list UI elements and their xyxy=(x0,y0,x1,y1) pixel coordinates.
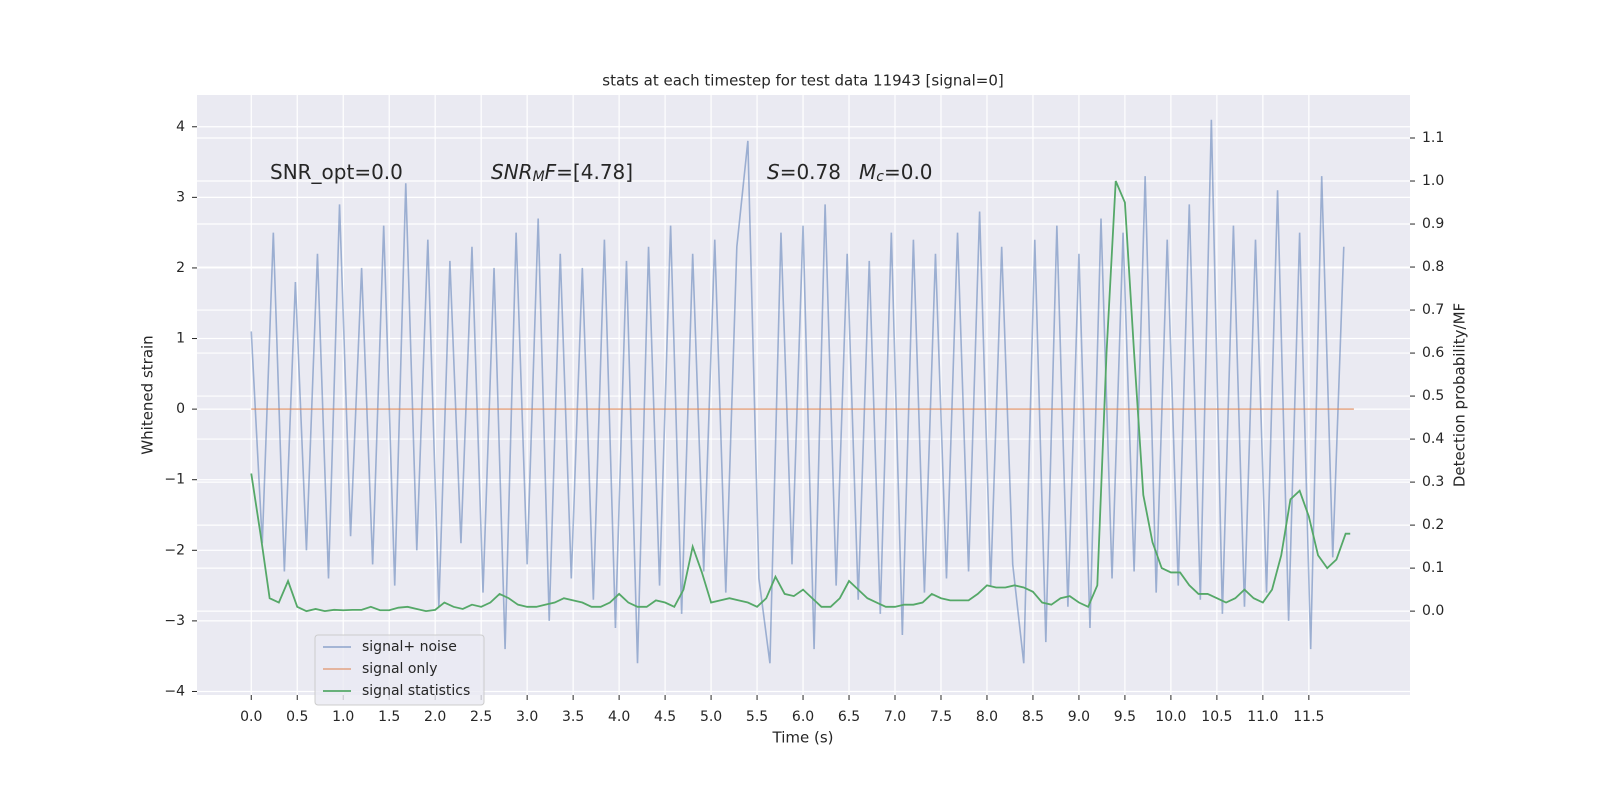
x-tick-label: 10.0 xyxy=(1155,709,1186,725)
x-tick-label: 6.0 xyxy=(792,709,814,725)
annotation-part: =0.0 xyxy=(884,160,933,184)
annotation: S=0.78 xyxy=(767,160,841,184)
x-tick-label: 1.0 xyxy=(332,709,354,725)
x-axis-label: Time (s) xyxy=(772,729,834,747)
y2-tick-label: 0.2 xyxy=(1422,517,1444,533)
x-tick-label: 9.5 xyxy=(1114,709,1136,725)
annotations: SNR_opt=0.0 SNRMF=[4.78] S=0.78 Mc=0.0 xyxy=(270,160,933,185)
y-tick-label: −2 xyxy=(164,542,185,558)
plot xyxy=(250,119,1354,664)
annotation: SNR_opt=0.0 xyxy=(270,160,403,184)
x-tick-label: 4.0 xyxy=(608,709,630,725)
annotation-part: M xyxy=(859,160,876,184)
legend-label: signal statistics xyxy=(362,683,470,699)
legend-label: signal+ noise xyxy=(362,639,457,655)
legend-label: signal only xyxy=(362,661,437,677)
y2-tick-label: 0.1 xyxy=(1422,560,1444,576)
annotation-part: =0.78 xyxy=(780,160,841,184)
x-tick-label: 5.5 xyxy=(746,709,768,725)
x-tick-label: 3.5 xyxy=(562,709,584,725)
x-tick-label: 7.5 xyxy=(930,709,952,725)
y2-tick-label: 0.7 xyxy=(1422,302,1444,318)
y2-tick-label: 0.4 xyxy=(1422,431,1444,447)
y-tick-label: 2 xyxy=(176,260,185,276)
x-tick-label: 10.5 xyxy=(1201,709,1232,725)
y-tick-label: −4 xyxy=(164,683,185,699)
legend-box xyxy=(314,634,485,706)
x-tick-label: 4.5 xyxy=(654,709,676,725)
x-tick-label: 9.0 xyxy=(1068,709,1090,725)
x-tick-label: 0.0 xyxy=(240,709,262,725)
x-tick-label: 1.5 xyxy=(378,709,400,725)
legend: signal+ noise signal only signal statistic… xyxy=(314,634,485,706)
y-tick-label: 3 xyxy=(176,189,185,205)
annotation: SNRMF=[4.78] xyxy=(491,160,633,185)
y2-tick-label: 0.6 xyxy=(1422,345,1444,361)
x-tick-label: 2.5 xyxy=(470,709,492,725)
chart-title: stats at each timestep for test data 119… xyxy=(602,72,1003,90)
annotation: Mc=0.0 xyxy=(859,160,933,185)
annotation-part: F xyxy=(545,160,557,184)
x-tick-label: 2.0 xyxy=(424,709,446,725)
series-line xyxy=(250,119,1345,664)
y-tick-label: 1 xyxy=(176,331,185,347)
x-tick-label: 6.5 xyxy=(838,709,860,725)
annotation-part: =[4.78] xyxy=(556,160,633,184)
x-tick-label: 5.0 xyxy=(700,709,722,725)
annotation-part: c xyxy=(876,169,884,185)
y2-tick-label: 0.0 xyxy=(1422,603,1444,619)
annotation-part: SNR xyxy=(491,160,533,184)
y2-tick-label: 0.5 xyxy=(1422,388,1444,404)
x-tick-label: 11.5 xyxy=(1293,709,1324,725)
y2-tick-label: 0.8 xyxy=(1422,259,1444,275)
y2-tick-label: 1.0 xyxy=(1422,173,1444,189)
x-tick-label: 8.0 xyxy=(976,709,998,725)
annotation-part: SNR_opt=0.0 xyxy=(270,160,403,184)
annotation-part: M xyxy=(533,169,545,185)
y-tick-label: 0 xyxy=(176,401,185,417)
x-tick-label: 8.5 xyxy=(1022,709,1044,725)
x-tick-label: 11.0 xyxy=(1247,709,1278,725)
y-tick-label: −1 xyxy=(164,472,185,488)
grid xyxy=(192,95,1415,700)
x-tick-label: 0.5 xyxy=(286,709,308,725)
y-axis-label: Whitened strain xyxy=(139,335,157,454)
y2-tick-label: 0.9 xyxy=(1422,216,1444,232)
y2-axis-label: Detection probability/MF xyxy=(1451,303,1469,487)
y2-tick-label: 0.3 xyxy=(1422,474,1444,490)
y2-tick-label: 1.1 xyxy=(1422,130,1444,146)
annotation-part: S xyxy=(767,160,780,184)
y-tick-label: 4 xyxy=(176,119,185,135)
series-line xyxy=(250,180,1351,613)
x-tick-label: 7.0 xyxy=(884,709,906,725)
y-tick-label: −3 xyxy=(164,613,185,629)
x-tick-label: 3.0 xyxy=(516,709,538,725)
